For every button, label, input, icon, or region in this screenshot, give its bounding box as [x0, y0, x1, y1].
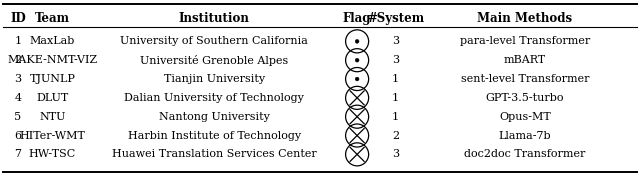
Text: Université Grenoble Alpes: Université Grenoble Alpes [140, 55, 289, 66]
Text: Institution: Institution [179, 12, 250, 25]
Text: Opus-MT: Opus-MT [499, 112, 550, 122]
Text: NTU: NTU [39, 112, 66, 122]
Text: DLUT: DLUT [36, 93, 68, 103]
Text: GPT-3.5-turbo: GPT-3.5-turbo [486, 93, 564, 103]
Text: 3: 3 [14, 74, 22, 84]
Text: Tianjin University: Tianjin University [164, 74, 265, 84]
Text: MAKE-NMT-VIZ: MAKE-NMT-VIZ [8, 55, 97, 65]
Text: 1: 1 [14, 36, 22, 46]
Text: 3: 3 [392, 149, 399, 159]
Text: TJUNLP: TJUNLP [29, 74, 76, 84]
Text: University of Southern California: University of Southern California [120, 36, 308, 46]
Text: para-level Transformer: para-level Transformer [460, 36, 590, 46]
Text: Main Methods: Main Methods [477, 12, 572, 25]
Text: 1: 1 [392, 93, 399, 103]
Text: Harbin Institute of Technology: Harbin Institute of Technology [128, 131, 301, 140]
Text: 3: 3 [392, 36, 399, 46]
Text: Nantong University: Nantong University [159, 112, 270, 122]
Text: Huawei Translation Services Center: Huawei Translation Services Center [112, 149, 317, 159]
Text: #System: #System [367, 12, 424, 25]
Text: Dalian University of Technology: Dalian University of Technology [124, 93, 305, 103]
Text: MaxLab: MaxLab [30, 36, 75, 46]
Text: 1: 1 [392, 74, 399, 84]
Text: Llama-7b: Llama-7b [499, 131, 551, 140]
Text: 6: 6 [14, 131, 22, 140]
Text: 5: 5 [14, 112, 22, 122]
Ellipse shape [355, 77, 359, 81]
Text: HW-TSC: HW-TSC [29, 149, 76, 159]
Ellipse shape [355, 39, 359, 43]
Text: 7: 7 [15, 149, 21, 159]
Text: Team: Team [35, 12, 70, 25]
Text: ID: ID [10, 12, 26, 25]
Ellipse shape [355, 58, 359, 62]
Text: Flag: Flag [343, 12, 371, 25]
Text: sent-level Transformer: sent-level Transformer [461, 74, 589, 84]
Text: 2: 2 [14, 55, 22, 65]
Text: mBART: mBART [504, 55, 546, 65]
Text: 2: 2 [392, 131, 399, 140]
Text: HITer-WMT: HITer-WMT [20, 131, 85, 140]
Text: 4: 4 [14, 93, 22, 103]
Text: 3: 3 [392, 55, 399, 65]
Text: 1: 1 [392, 112, 399, 122]
Text: doc2doc Transformer: doc2doc Transformer [464, 149, 586, 159]
